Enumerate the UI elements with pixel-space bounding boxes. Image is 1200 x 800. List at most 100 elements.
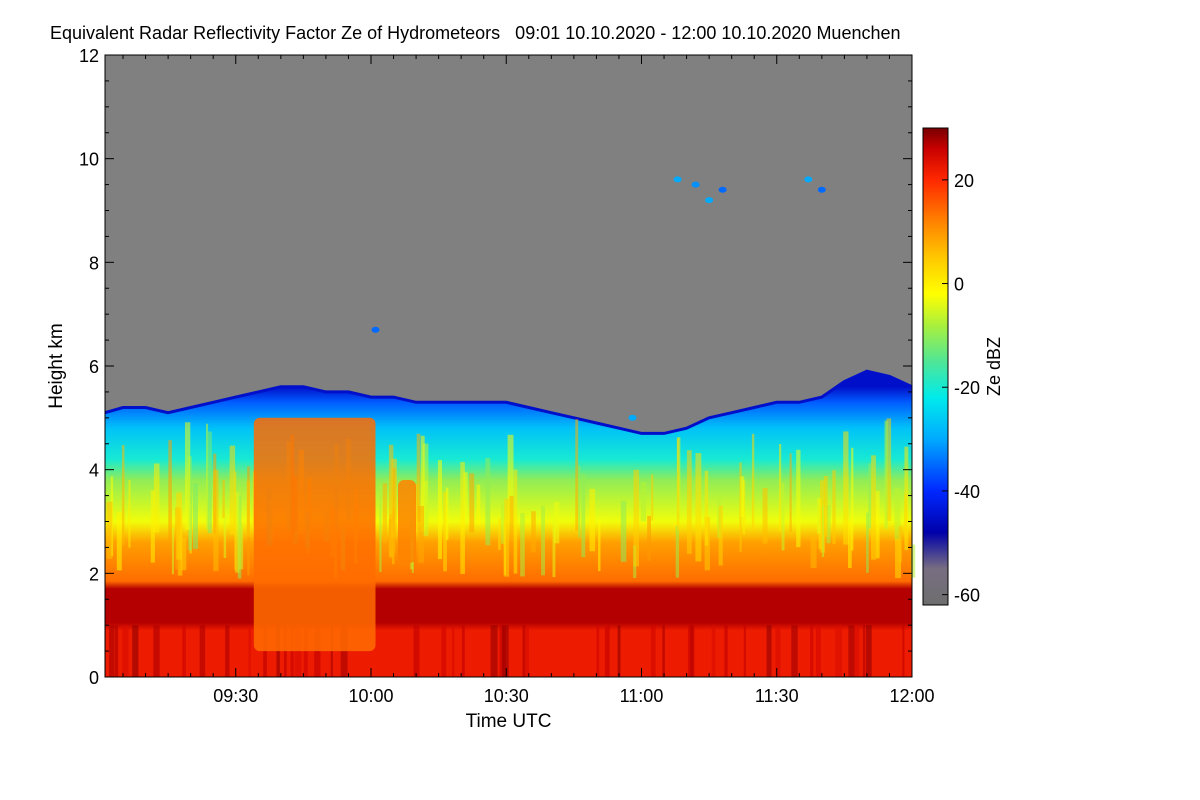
isolated-echo xyxy=(705,197,714,204)
echo-streak xyxy=(379,483,382,572)
echo-streak xyxy=(552,519,556,577)
echo-streak xyxy=(223,517,227,558)
echo-streak xyxy=(704,470,709,546)
echo-streak xyxy=(392,467,396,554)
echo-streak xyxy=(185,422,191,531)
echo-streak xyxy=(443,492,447,572)
x-tick-label: 11:30 xyxy=(755,686,799,706)
echo-streak xyxy=(388,444,394,557)
y-tick-label: 10 xyxy=(79,150,99,170)
echo-streak xyxy=(121,445,125,546)
echo-streak xyxy=(740,476,745,517)
echo-streak xyxy=(229,445,236,535)
rain-streak xyxy=(413,625,420,677)
rain-streak xyxy=(835,625,842,677)
rain-streak xyxy=(902,625,905,677)
rain-streak xyxy=(866,625,872,677)
isolated-echo xyxy=(673,176,682,183)
echo-streak xyxy=(640,482,646,522)
echo-streak xyxy=(789,453,792,532)
rain-streak xyxy=(122,625,129,677)
y-tick-label: 6 xyxy=(89,357,99,377)
echo-streak xyxy=(193,483,198,549)
echo-streak xyxy=(823,476,828,537)
rain-streak xyxy=(182,625,186,677)
echo-streak xyxy=(848,521,852,568)
echo-streak xyxy=(886,418,892,521)
rain-streak xyxy=(248,625,251,677)
rain-streak xyxy=(502,625,509,677)
isolated-echo xyxy=(691,181,700,188)
chart-title: Equivalent Radar Reflectivity Factor Ze … xyxy=(50,23,901,43)
isolated-echo xyxy=(718,186,727,193)
echo-streak xyxy=(176,492,182,560)
echo-streak xyxy=(676,438,680,531)
echo-streak xyxy=(578,465,581,538)
echo-streak xyxy=(779,444,782,532)
rain-streak xyxy=(650,625,656,677)
echo-streak xyxy=(424,481,428,527)
echo-streak xyxy=(469,473,475,533)
reflectivity-field xyxy=(104,55,916,677)
echo-streak xyxy=(871,455,876,560)
echo-streak xyxy=(821,505,825,558)
y-tick-label: 4 xyxy=(89,461,99,481)
colorbar: -60 -40 -20 0 20 Ze dBZ xyxy=(922,127,1004,606)
echo-streak xyxy=(498,518,501,550)
echo-streak xyxy=(589,488,596,552)
echo-streak xyxy=(513,469,518,574)
rain-streak xyxy=(499,625,504,677)
colorbar-tick-label: -60 xyxy=(954,586,980,606)
x-tick-label: 10:00 xyxy=(348,686,393,706)
rain-streak xyxy=(662,625,665,677)
rain-streak xyxy=(199,625,206,677)
rain-streak xyxy=(490,625,498,677)
y-tick-label: 8 xyxy=(89,253,99,273)
y-tick-label: 2 xyxy=(89,564,99,584)
echo-streak xyxy=(531,511,536,553)
x-tick-label: 09:30 xyxy=(213,686,258,706)
echo-streak xyxy=(781,482,785,551)
echo-streak xyxy=(500,503,505,544)
echo-streak xyxy=(416,433,421,523)
x-axis-label: Time UTC xyxy=(466,711,552,732)
echo-streak xyxy=(762,488,768,544)
rain-streak xyxy=(775,625,781,677)
rain-streak xyxy=(452,625,455,677)
echo-streak xyxy=(633,469,639,567)
echo-streak xyxy=(128,479,131,548)
echo-streak xyxy=(894,488,901,540)
echo-streak xyxy=(751,433,755,531)
echo-streak xyxy=(541,505,545,576)
rain-streak xyxy=(743,625,746,677)
echo-streak xyxy=(675,526,679,578)
echo-streak xyxy=(476,484,481,525)
echo-streak xyxy=(651,474,654,521)
echo-streak xyxy=(695,453,702,562)
rain-streak xyxy=(109,625,114,677)
echo-streak xyxy=(898,526,902,563)
echo-streak xyxy=(460,462,465,574)
echo-streak xyxy=(875,490,880,559)
rain-streak xyxy=(766,625,772,677)
echo-streak xyxy=(150,490,155,563)
rain-streak xyxy=(225,625,230,677)
echo-streak xyxy=(206,423,209,530)
rain-streak xyxy=(724,625,728,677)
echo-streak xyxy=(686,450,692,554)
echo-streak xyxy=(207,431,212,534)
rain-streak xyxy=(114,625,119,677)
x-tick-label: 10:30 xyxy=(484,686,529,706)
echo-streak xyxy=(420,435,425,532)
echo-streak xyxy=(239,524,244,570)
echo-streak xyxy=(509,495,514,540)
echo-streak xyxy=(213,469,219,572)
echo-streak xyxy=(895,539,901,579)
echo-streak xyxy=(520,513,525,577)
isolated-echo xyxy=(804,176,813,183)
echo-streak xyxy=(171,527,174,575)
rain-streak xyxy=(854,625,860,677)
y-tick-label: 0 xyxy=(89,668,99,688)
rain-streak xyxy=(815,625,821,677)
